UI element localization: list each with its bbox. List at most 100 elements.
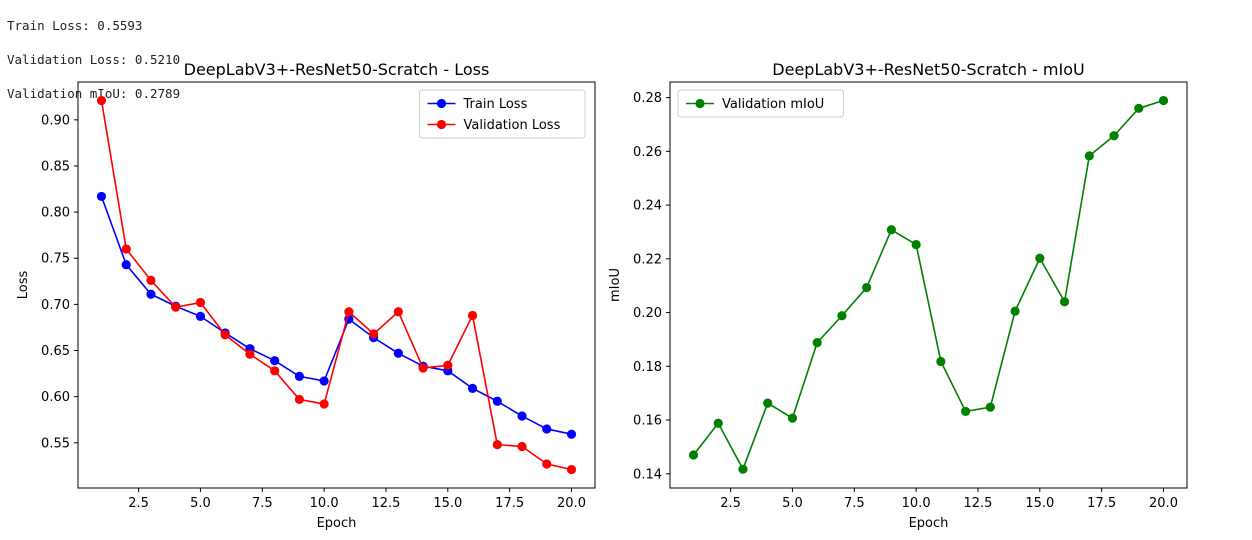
legend-marker <box>695 98 705 109</box>
data-point <box>146 289 156 299</box>
log-line: Validation Loss: 0.5210 <box>7 52 181 67</box>
data-point <box>96 191 107 202</box>
data-point <box>121 260 131 270</box>
data-point <box>146 275 156 285</box>
legend-label: Validation mIoU <box>722 97 824 112</box>
legend-box <box>677 89 844 118</box>
data-point <box>1109 131 1119 141</box>
y-tick-label: 0.90 <box>41 113 70 128</box>
x-tick-label: 7.5 <box>844 496 865 511</box>
x-tick-label: 10.0 <box>310 496 339 511</box>
y-tick-label: 0.26 <box>633 145 662 160</box>
series-line <box>100 100 572 471</box>
x-tick-label: 12.5 <box>963 496 992 511</box>
chart-panel-1: DeepLabV3+-ResNet50-Scratch - Loss 2.5 5.0… <box>16 60 596 531</box>
data-point <box>294 371 304 381</box>
x-tick-label: 20.0 <box>557 496 586 511</box>
data-point <box>393 348 403 358</box>
data-point <box>171 302 181 312</box>
data-point <box>886 225 896 235</box>
data-point <box>1084 151 1094 161</box>
y-tick-label: 0.60 <box>41 390 70 405</box>
data-point <box>195 297 206 308</box>
x-tick-label: 12.5 <box>371 496 400 511</box>
y-tick-label: 0.24 <box>633 199 662 214</box>
data-point <box>220 330 230 340</box>
y-tick-label: 0.85 <box>41 159 70 174</box>
y-tick-label: 0.14 <box>633 467 662 482</box>
data-point <box>195 311 206 321</box>
series-line <box>100 196 572 435</box>
chart-panel-2: DeepLabV3+-ResNet50-Scratch - mIoU 2.5 5.0… <box>608 60 1188 531</box>
x-tick-label: 15.0 <box>433 496 462 511</box>
y-tick-label: 0.18 <box>633 360 662 375</box>
data-point <box>517 441 527 452</box>
data-point <box>1134 103 1144 113</box>
data-point <box>713 418 723 428</box>
data-point <box>542 459 552 469</box>
x-tick-label: 2.5 <box>720 496 741 511</box>
data-point <box>1059 297 1070 307</box>
data-point <box>985 402 995 412</box>
data-point <box>862 282 872 293</box>
legend-label: Train Loss <box>463 97 528 112</box>
data-point <box>96 95 107 106</box>
data-point <box>961 406 971 417</box>
series-1 <box>688 95 1169 474</box>
legend-marker <box>436 98 447 109</box>
x-tick-label: 5.0 <box>782 496 803 511</box>
y-tick-label: 0.16 <box>633 414 662 429</box>
plot-frame <box>77 81 596 489</box>
data-point <box>688 450 699 460</box>
data-point <box>738 464 748 474</box>
data-point <box>418 363 428 373</box>
legend-box <box>419 89 586 139</box>
chart-title: DeepLabV3+-ResNet50-Scratch - mIoU <box>772 60 1084 79</box>
data-point <box>245 349 255 359</box>
x-axis-label: Epoch <box>317 516 357 531</box>
x-tick-label: 5.0 <box>190 496 211 511</box>
data-point <box>763 398 773 408</box>
legend-marker <box>436 119 447 130</box>
legend: Validation mIoU <box>677 89 844 118</box>
data-point <box>319 376 329 386</box>
data-point <box>566 464 577 475</box>
data-point <box>270 366 280 376</box>
log-line: Train Loss: 0.5593 <box>7 18 143 33</box>
y-tick-label: 0.20 <box>633 306 662 321</box>
legend-label: Validation Loss <box>464 118 561 133</box>
data-point <box>467 310 478 321</box>
data-point <box>787 413 798 423</box>
data-point <box>812 338 822 348</box>
y-tick-label: 0.75 <box>41 252 70 267</box>
data-point <box>492 440 502 450</box>
y-tick-label: 0.28 <box>633 91 662 106</box>
legend: Train Loss Validation Loss <box>419 89 586 139</box>
data-point <box>319 399 329 409</box>
x-tick-label: 2.5 <box>128 496 149 511</box>
data-point <box>1010 306 1020 316</box>
x-tick-label: 17.5 <box>1087 496 1116 511</box>
data-point <box>369 329 379 339</box>
x-tick-label: 15.0 <box>1025 496 1054 511</box>
data-point <box>344 307 354 317</box>
series-2 <box>96 95 577 475</box>
data-point <box>1035 253 1045 263</box>
data-point <box>542 424 552 434</box>
data-point <box>270 356 280 366</box>
chart-title: DeepLabV3+-ResNet50-Scratch - Loss <box>184 60 490 79</box>
y-tick-label: 0.55 <box>41 436 70 451</box>
x-tick-label: 10.0 <box>902 496 931 511</box>
y-tick-label: 0.80 <box>41 206 70 221</box>
y-tick-label: 0.65 <box>41 344 70 359</box>
data-point <box>467 383 478 393</box>
data-point <box>492 396 502 406</box>
data-point <box>393 307 403 317</box>
x-tick-label: 17.5 <box>495 496 524 511</box>
data-point <box>566 429 577 439</box>
data-point <box>837 311 847 321</box>
data-point <box>121 244 131 254</box>
data-point <box>1158 95 1169 106</box>
data-point <box>517 411 527 421</box>
